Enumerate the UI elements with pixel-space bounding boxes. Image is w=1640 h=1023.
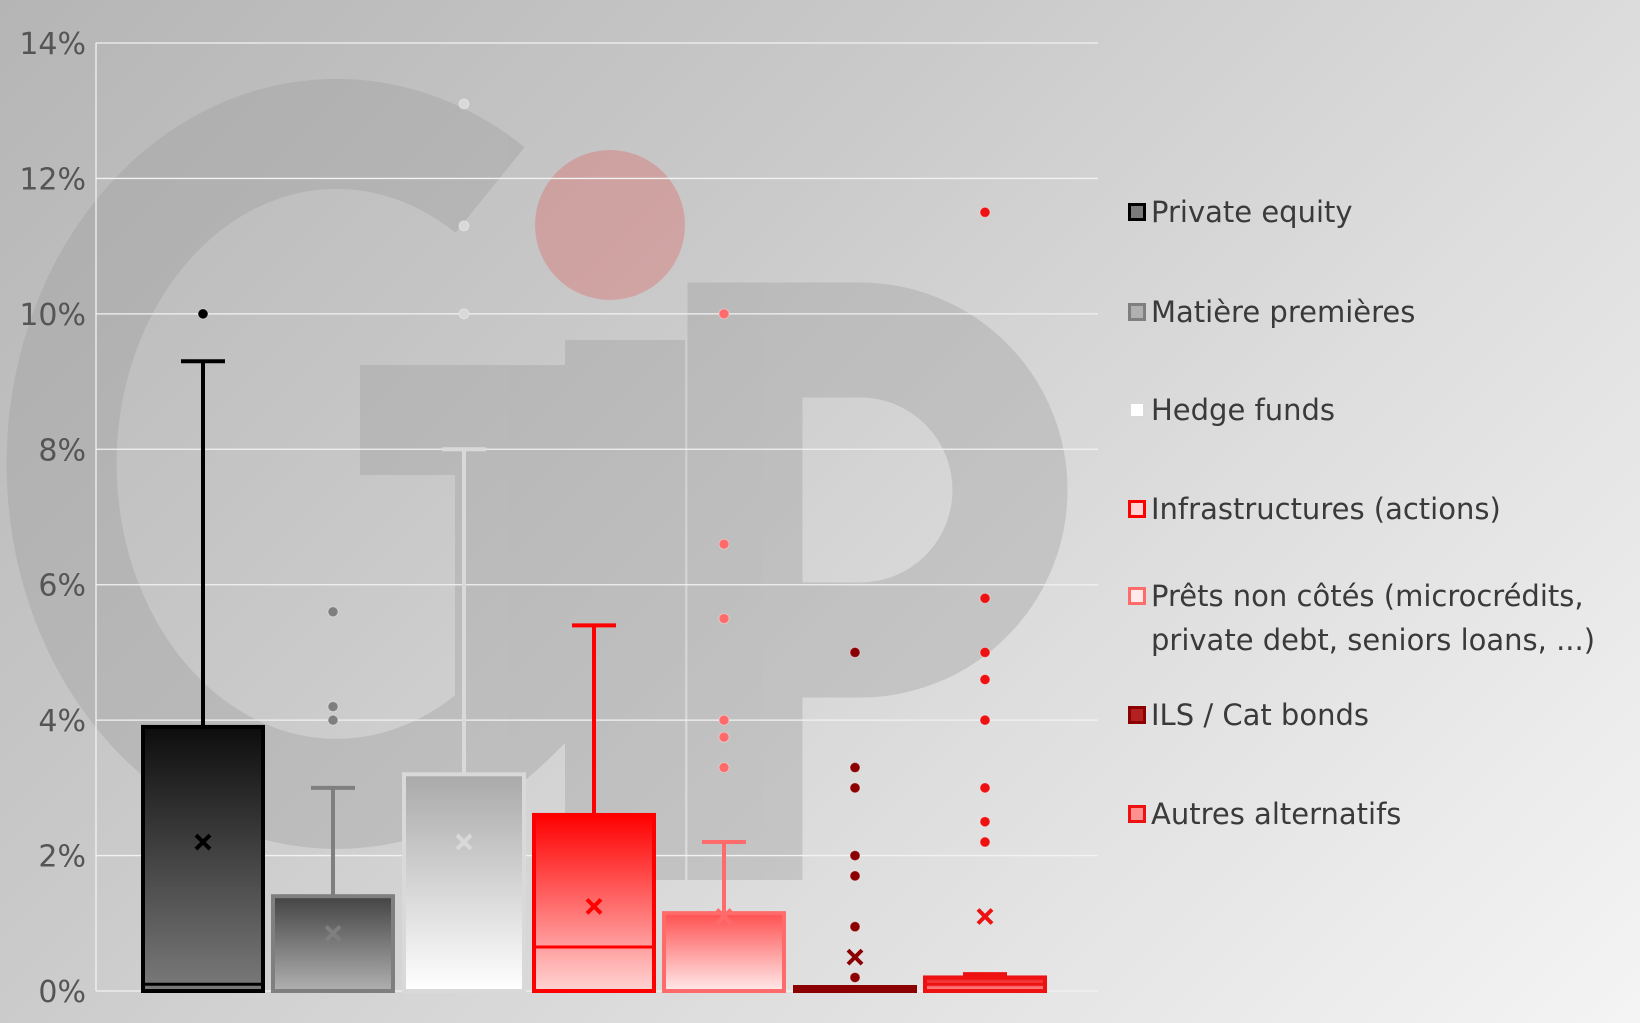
legend-label: Prêts non côtés (microcrédits, private d… [1151,579,1596,657]
y-tick-label: 2% [38,840,86,875]
outlier-point [718,613,730,625]
outlier-point [458,220,470,232]
y-tick-label: 0% [38,975,86,1010]
legend-item: Private equity [1128,190,1353,234]
outlier-point [849,850,861,862]
outlier-point [197,308,209,320]
outlier-point [718,731,730,743]
y-axis: 0% 2% 4% 6% 8% 10% 12% 14% [19,27,97,1010]
outlier-point [849,646,861,658]
mean-marker [455,833,473,851]
y-tick-label: 14% [19,27,86,62]
legend-swatch [1128,203,1146,221]
y-tick-label: 8% [38,433,86,468]
box [271,894,395,994]
legend-label: Hedge funds [1151,393,1336,427]
box [532,812,656,994]
legend-item: Matière premières [1128,290,1415,334]
legend-swatch [1128,401,1146,419]
box-series [532,623,656,994]
outlier-point [458,308,470,320]
legend-item: Hedge funds [1128,388,1335,432]
mean-marker [715,908,733,925]
legend-label: ILS / Cat bonds [1151,698,1369,732]
box-series [402,98,526,993]
mean-marker [194,833,212,851]
outlier-point [458,98,470,110]
box [402,772,526,993]
outlier-point [718,538,730,550]
box [662,911,786,994]
gridlines [96,42,1098,992]
outlier-point [979,674,991,686]
outlier-point [979,836,991,848]
outlier-point [979,206,991,218]
legend-swatch [1128,500,1146,518]
box-series [793,646,917,993]
legend-item: Prêts non côtés (microcrédits, private d… [1128,574,1595,662]
outlier-point [979,646,991,658]
box-series [923,206,1047,994]
legend-label: Infrastructures (actions) [1151,492,1501,526]
mean-marker [585,897,603,915]
outlier-point [327,606,339,618]
box-series [662,308,786,994]
outlier-point [849,971,861,983]
outlier-point [718,308,730,320]
mean-marker [976,908,994,925]
legend-item: ILS / Cat bonds [1128,693,1369,737]
y-tick-label: 10% [19,298,86,333]
legend-label: Private equity [1151,195,1353,229]
gip-watermark-logo [6,78,1068,880]
legend-item: Autres alternatifs [1128,792,1401,836]
y-tick-label: 12% [19,162,86,197]
boxes-layer [141,98,1047,994]
y-tick-label: 6% [38,569,86,604]
outlier-point [327,714,339,726]
box [141,724,265,994]
legend-swatch [1128,303,1146,321]
outlier-point [849,921,861,933]
box-series [141,308,265,994]
box-series [271,606,395,994]
mean-marker [324,925,342,942]
legend-swatch [1128,587,1146,605]
outlier-point [849,870,861,882]
legend-label: Autres alternatifs [1151,797,1402,831]
outlier-point [718,762,730,774]
legend-swatch [1128,805,1146,823]
outlier-point [849,762,861,774]
legend-label: Matière premières [1151,295,1416,329]
outlier-point [979,592,991,604]
outlier-point [979,782,991,794]
outlier-point [979,714,991,726]
outlier-point [327,701,339,713]
y-tick-label: 4% [38,704,86,739]
outlier-point [718,714,730,726]
outlier-point [849,782,861,794]
legend-swatch [1128,706,1146,724]
legend-item: Infrastructures (actions) [1128,487,1501,531]
outlier-point [979,816,991,828]
mean-marker [846,948,864,966]
